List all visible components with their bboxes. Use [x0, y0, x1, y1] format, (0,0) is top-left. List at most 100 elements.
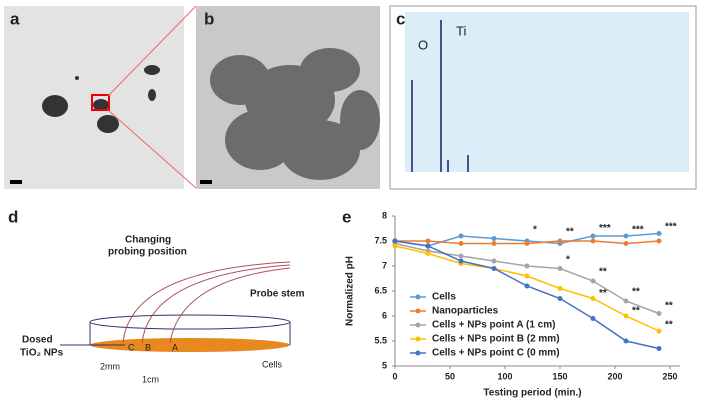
particles: [42, 65, 160, 133]
data-point: [590, 316, 596, 321]
scale-bar: [200, 180, 212, 184]
data-point: [590, 296, 596, 301]
significance: ***: [632, 225, 644, 236]
panel-label: d: [8, 207, 18, 226]
probes: [122, 261, 291, 344]
x-axis-label: Testing period (min.): [483, 388, 581, 399]
legend-label: Cells: [432, 292, 456, 303]
point: A: [172, 342, 178, 352]
micrograph-a: [4, 6, 184, 189]
data-point: [458, 253, 464, 259]
significance: *: [566, 255, 570, 266]
significance: *: [533, 225, 537, 236]
peak-label: Ti: [456, 23, 466, 38]
data-point: [656, 231, 662, 236]
data-point: [458, 233, 464, 239]
scale-bar: [10, 180, 22, 184]
data-point: [590, 238, 596, 244]
spectrum-peaks: [411, 20, 469, 172]
label: Cells: [262, 359, 283, 369]
spectrum-plot: [405, 12, 689, 172]
particles: [210, 48, 380, 180]
data-point: [590, 233, 596, 239]
data-point: [656, 328, 662, 334]
y-tick-label: 7: [382, 260, 387, 270]
zoom-line: [107, 5, 197, 97]
significance: **: [632, 287, 640, 298]
label: TiO₂ NPs: [20, 348, 64, 359]
data-point: [491, 258, 497, 264]
data-point: [491, 266, 497, 271]
dish: [89, 314, 291, 330]
label: probing position: [108, 247, 187, 258]
legend-swatch: [415, 350, 421, 356]
significance: **: [599, 288, 607, 299]
data-point: [656, 346, 662, 351]
significance: **: [665, 301, 673, 312]
legend-swatch: [415, 308, 421, 314]
legend-swatch: [415, 322, 421, 328]
data-point: [458, 241, 464, 246]
data-point: [425, 243, 431, 249]
legend-label: Nanoparticles: [432, 306, 499, 317]
significance: **: [599, 267, 607, 278]
panel-label: c: [396, 9, 405, 28]
data-point: [623, 233, 629, 239]
data-point: [557, 238, 563, 244]
zoom-line: [107, 109, 197, 189]
x-tick-label: 150: [552, 371, 567, 381]
legend-label: Cells + NPs point C (0 mm): [432, 348, 560, 359]
data-point: [392, 243, 398, 249]
data-point: [623, 241, 629, 246]
zoom-box: [91, 94, 110, 111]
x-tick-label: 50: [445, 371, 455, 381]
significance: **: [665, 320, 673, 331]
data-point: [557, 296, 563, 301]
data-point: [623, 313, 629, 319]
data-point: [524, 283, 530, 289]
data-point: [425, 251, 431, 256]
data-point: [491, 241, 497, 246]
data-point: [425, 238, 431, 244]
legend-swatch: [415, 336, 421, 342]
data-point: [557, 286, 563, 291]
data-point: [623, 298, 629, 304]
y-tick-label: 6: [382, 310, 387, 320]
significance: ***: [599, 223, 611, 234]
label: Dosed: [22, 335, 53, 346]
data-point: [656, 311, 662, 316]
x-tick-label: 100: [497, 371, 512, 381]
legend-label: Cells + NPs point B (2 mm): [432, 334, 560, 345]
x-tick-label: 250: [662, 371, 677, 381]
significance: **: [632, 306, 640, 317]
data-point: [392, 238, 398, 244]
point: B: [145, 342, 151, 352]
data-point: [623, 338, 629, 344]
label: Changing: [125, 235, 171, 246]
significance: **: [566, 227, 574, 238]
panel-label: b: [204, 9, 214, 28]
y-tick-label: 7.5: [374, 235, 387, 245]
panel-label: e: [342, 207, 351, 226]
legend-label: Cells + NPs point A (1 cm): [432, 320, 555, 331]
x-tick-label: 200: [607, 371, 622, 381]
x-tick-label: 0: [392, 371, 397, 381]
significance: ***: [665, 222, 677, 233]
data-point: [524, 263, 530, 269]
data-point: [656, 238, 662, 244]
data-point: [458, 258, 464, 264]
y-tick-label: 6.5: [374, 285, 387, 295]
panel-label: a: [10, 9, 20, 28]
data-point: [557, 266, 563, 271]
y-tick-label: 5: [382, 360, 387, 370]
cell-layer: [90, 338, 290, 352]
data-point: [590, 278, 596, 284]
distance: 1cm: [142, 374, 159, 384]
distance: 2mm: [100, 361, 120, 371]
data-point: [524, 241, 530, 246]
legend-swatch: [415, 294, 421, 300]
y-tick-label: 5.5: [374, 335, 387, 345]
y-axis-label: Normalized pH: [345, 256, 356, 326]
y-tick-label: 8: [382, 210, 387, 220]
